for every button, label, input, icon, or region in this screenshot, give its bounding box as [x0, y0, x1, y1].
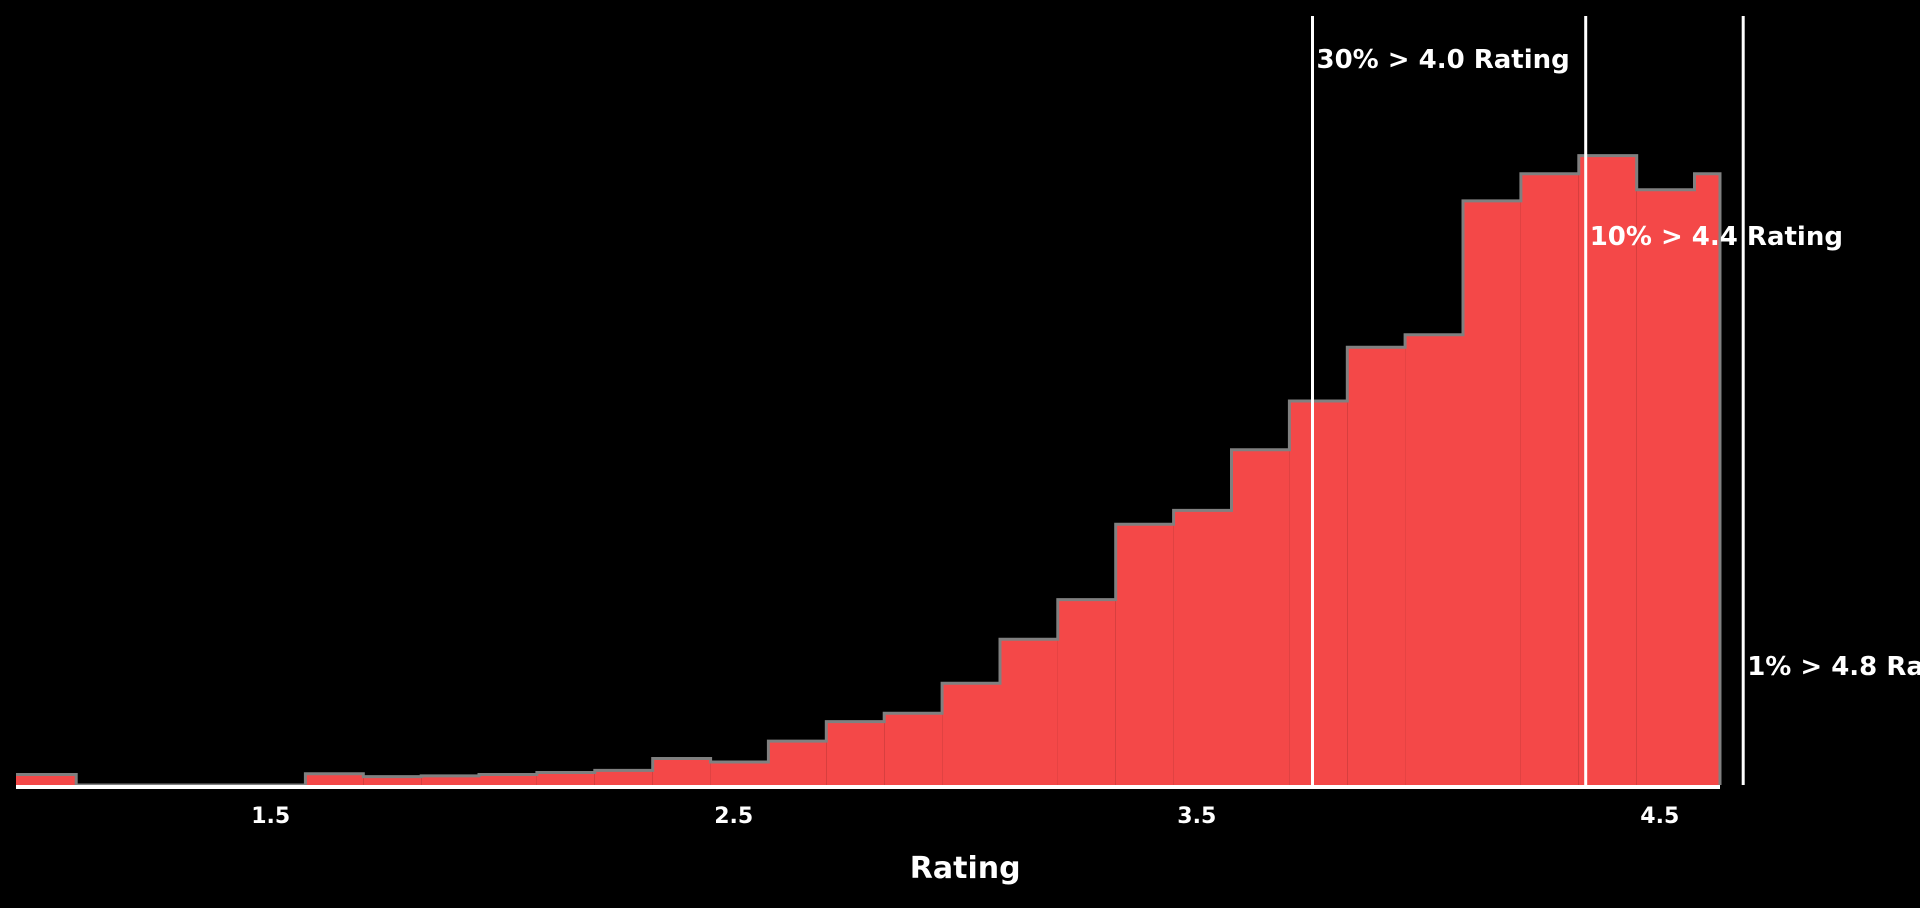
histogram-bar — [1347, 347, 1405, 785]
histogram-bar — [595, 770, 653, 785]
histogram-bar — [479, 775, 537, 786]
histogram-bar — [1695, 174, 1721, 785]
histogram-bar — [1058, 600, 1116, 785]
histogram-bar — [653, 759, 711, 786]
histogram-bar — [16, 775, 76, 786]
histogram-bar — [1637, 190, 1695, 785]
x-axis-title: Rating — [910, 851, 1021, 886]
bars-layer — [16, 156, 1720, 785]
histogram-bar — [305, 774, 363, 785]
x-axis: 1.5 2.5 3.5 4.5 — [16, 787, 1720, 829]
histogram-bar — [1174, 510, 1232, 785]
histogram-bar — [884, 713, 942, 785]
histogram-bar — [1289, 401, 1347, 785]
x-tick-label: 2.5 — [714, 804, 753, 829]
histogram-bar — [1232, 450, 1290, 785]
threshold-label: 30% > 4.0 Rating — [1317, 45, 1570, 75]
x-tick-label: 4.5 — [1640, 804, 1679, 829]
histogram-bar — [826, 722, 884, 785]
histogram-bar — [1463, 201, 1521, 785]
histogram-bar — [537, 773, 595, 786]
histogram-bar — [711, 762, 769, 785]
histogram-bar — [1405, 335, 1463, 785]
histogram-bar — [1000, 639, 1058, 785]
histogram-bar — [1116, 524, 1174, 785]
threshold-label: 1% > 4.8 Rating — [1747, 652, 1920, 682]
histogram-bar — [942, 683, 1000, 785]
x-tick-label: 3.5 — [1177, 804, 1216, 829]
x-tick-label: 1.5 — [251, 804, 290, 829]
threshold-label: 10% > 4.4 Rating — [1590, 222, 1843, 252]
histogram-bar — [768, 741, 826, 785]
histogram-bar — [1521, 174, 1579, 785]
